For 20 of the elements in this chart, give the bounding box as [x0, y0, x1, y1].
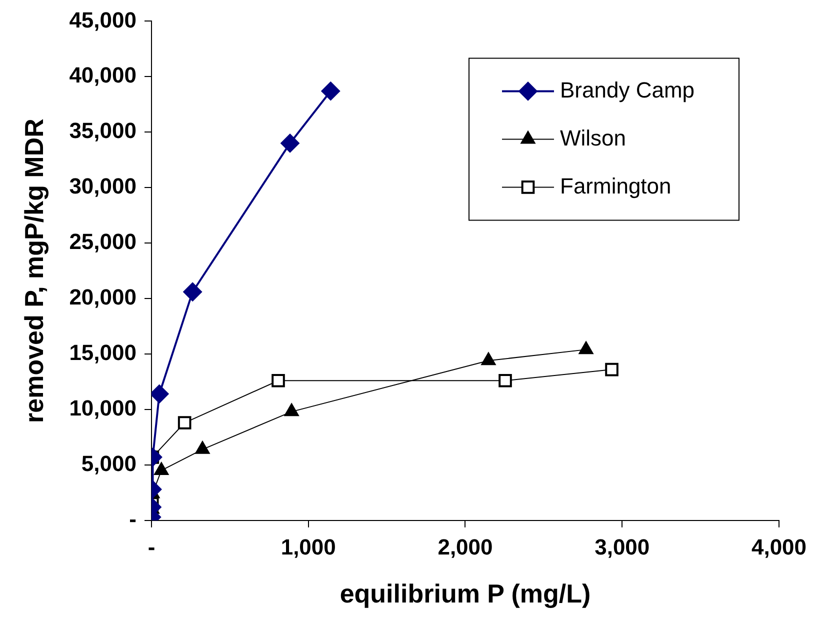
- y-tick-label: 25,000: [69, 229, 136, 254]
- y-axis-title: removed P, mgP/kg MDR: [18, 118, 49, 423]
- y-tick-label: 45,000: [69, 7, 136, 32]
- y-tick-label: 15,000: [69, 340, 136, 366]
- x-tick-label: 3,000: [594, 534, 650, 560]
- y-tick-label: 40,000: [69, 62, 136, 88]
- y-tick-label: -: [129, 506, 136, 532]
- legend-label: Brandy Camp: [560, 77, 695, 102]
- y-tick-label: 20,000: [69, 284, 136, 310]
- y-tick-label: 35,000: [69, 118, 136, 144]
- y-tick-label: 10,000: [69, 396, 136, 421]
- x-axis-title: equilibrium P (mg/L): [340, 578, 591, 609]
- x-tick-label: -: [148, 534, 156, 560]
- legend-label: Farmington: [560, 173, 672, 198]
- y-tick-label: 5,000: [81, 450, 136, 476]
- x-tick-label: 4,000: [751, 534, 807, 560]
- x-tick-label: 2,000: [438, 534, 493, 560]
- x-tick-label: 1,000: [280, 534, 336, 560]
- y-tick-label: 30,000: [69, 174, 136, 199]
- legend-label: Wilson: [560, 125, 626, 150]
